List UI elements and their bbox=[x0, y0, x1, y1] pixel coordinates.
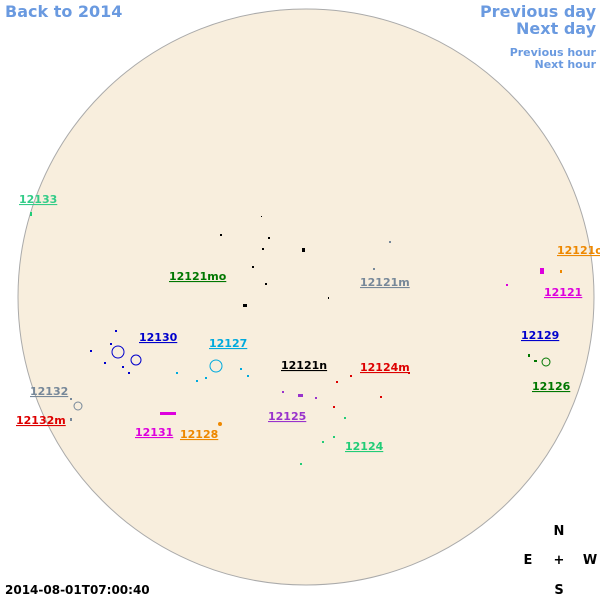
compass-north: N bbox=[554, 524, 565, 539]
region-label[interactable]: 12129 bbox=[521, 329, 559, 342]
region-label[interactable]: 12124m bbox=[360, 361, 410, 374]
region-label[interactable]: 12128 bbox=[180, 428, 218, 441]
features bbox=[30, 212, 562, 465]
next-day-link[interactable]: Next day bbox=[516, 19, 597, 38]
previous-day-link[interactable]: Previous day bbox=[480, 2, 597, 21]
region-label[interactable]: 12126 bbox=[532, 380, 571, 393]
region-label[interactable]: 12131 bbox=[135, 426, 173, 439]
compass-east: E bbox=[524, 553, 533, 568]
solar-disk bbox=[17, 8, 595, 586]
region-label[interactable]: 12132m bbox=[16, 414, 66, 427]
previous-hour-link[interactable]: Previous hour bbox=[510, 46, 597, 59]
region-label[interactable]: 12130 bbox=[139, 331, 178, 344]
region-label[interactable]: 12132 bbox=[30, 385, 68, 398]
region-label[interactable]: 12121mo bbox=[169, 270, 227, 283]
compass-west: W bbox=[583, 553, 597, 568]
region-label[interactable]: 12121n bbox=[281, 359, 327, 372]
region-label[interactable]: 12121 bbox=[544, 286, 582, 299]
next-hour-link[interactable]: Next hour bbox=[535, 58, 597, 71]
region-label[interactable]: 12121o bbox=[557, 244, 600, 257]
region-label[interactable]: 12125 bbox=[268, 410, 306, 423]
compass-south: S bbox=[554, 583, 563, 598]
region-label[interactable]: 12133 bbox=[19, 193, 57, 206]
compass-center: + bbox=[554, 553, 565, 568]
back-year-link[interactable]: Back to 2014 bbox=[5, 2, 122, 21]
region-label[interactable]: 12127 bbox=[209, 337, 247, 350]
region-label[interactable]: 12121m bbox=[360, 276, 410, 289]
region-label[interactable]: 12124 bbox=[345, 440, 384, 453]
timestamp: 2014-08-01T07:00:40 bbox=[5, 583, 150, 597]
